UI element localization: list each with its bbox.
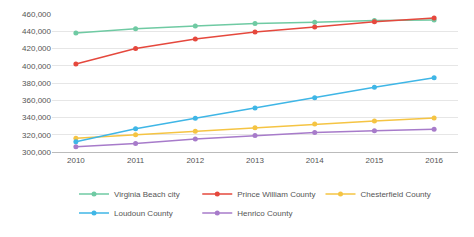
svg-text:2016: 2016 xyxy=(425,156,443,165)
svg-text:460,000: 460,000 xyxy=(22,10,51,19)
svg-text:2010: 2010 xyxy=(67,156,85,165)
svg-text:2012: 2012 xyxy=(186,156,204,165)
svg-text:440,000: 440,000 xyxy=(22,27,51,36)
svg-text:Virginia Beach city: Virginia Beach city xyxy=(114,190,180,199)
svg-text:2014: 2014 xyxy=(306,156,324,165)
svg-text:300,000: 300,000 xyxy=(22,148,51,157)
svg-text:Prince William County: Prince William County xyxy=(237,190,315,199)
svg-text:Loudoun County: Loudoun County xyxy=(114,209,173,218)
svg-text:2015: 2015 xyxy=(366,156,384,165)
svg-text:2011: 2011 xyxy=(127,156,145,165)
svg-text:340,000: 340,000 xyxy=(22,113,51,122)
svg-text:Henrico County: Henrico County xyxy=(237,209,292,218)
svg-text:360,000: 360,000 xyxy=(22,96,51,105)
svg-text:Chesterfield County: Chesterfield County xyxy=(361,190,431,199)
svg-text:320,000: 320,000 xyxy=(22,131,51,140)
svg-text:2013: 2013 xyxy=(246,156,264,165)
svg-text:400,000: 400,000 xyxy=(22,62,51,71)
svg-text:420,000: 420,000 xyxy=(22,44,51,53)
svg-text:380,000: 380,000 xyxy=(22,79,51,88)
